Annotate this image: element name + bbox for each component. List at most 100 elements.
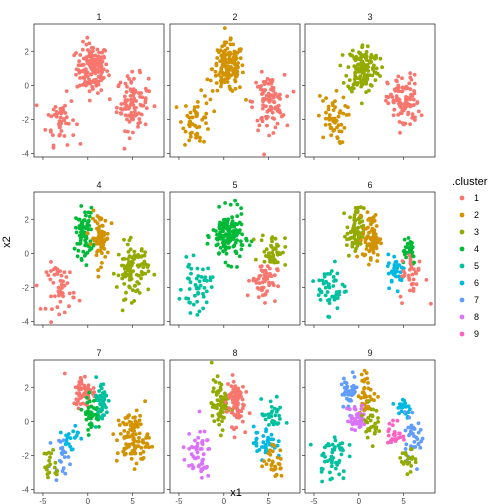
- point-cluster-7: [416, 421, 421, 426]
- point-cluster-3: [213, 380, 218, 384]
- y-tick-label: -2: [22, 451, 30, 460]
- point-cluster-2: [362, 395, 367, 400]
- point-cluster-1: [419, 113, 424, 118]
- point-cluster-1: [412, 72, 417, 77]
- point-cluster-2: [181, 126, 186, 131]
- point-cluster-2: [204, 101, 209, 106]
- point-cluster-1: [78, 402, 83, 406]
- point-cluster-5: [186, 276, 190, 281]
- point-cluster-1: [87, 41, 92, 46]
- point-cluster-1: [125, 117, 129, 122]
- point-cluster-1: [57, 312, 62, 317]
- point-cluster-1: [38, 307, 43, 311]
- point-cluster-4: [233, 240, 238, 245]
- point-cluster-2: [318, 94, 322, 98]
- point-cluster-2: [228, 50, 232, 55]
- point-cluster-8: [201, 452, 206, 457]
- point-cluster-6: [269, 432, 274, 437]
- point-cluster-1: [79, 377, 83, 382]
- point-cluster-1: [131, 93, 136, 98]
- point-cluster-5: [195, 266, 200, 271]
- legend-entry-7: 7: [459, 295, 479, 305]
- point-cluster-5: [101, 404, 105, 408]
- point-cluster-6: [264, 429, 268, 434]
- legend-entry-5: 5: [459, 261, 479, 271]
- point-cluster-1: [84, 42, 89, 47]
- point-cluster-1: [49, 130, 53, 134]
- point-cluster-4: [223, 260, 228, 265]
- point-cluster-3: [351, 86, 356, 91]
- point-cluster-1: [64, 121, 68, 126]
- point-cluster-4: [237, 254, 242, 259]
- point-cluster-2: [190, 130, 194, 135]
- point-cluster-1: [254, 80, 258, 85]
- point-cluster-5: [273, 406, 277, 411]
- point-cluster-2: [105, 231, 110, 236]
- point-cluster-7: [60, 452, 65, 456]
- point-cluster-5: [201, 306, 206, 311]
- point-cluster-1: [88, 79, 93, 84]
- point-cluster-1: [268, 272, 272, 276]
- legend-key: [459, 195, 465, 201]
- point-cluster-7: [66, 455, 71, 459]
- point-cluster-4: [97, 424, 101, 429]
- point-cluster-6: [395, 269, 399, 274]
- point-cluster-5: [334, 278, 338, 283]
- point-cluster-4: [234, 228, 239, 232]
- point-cluster-3: [127, 254, 132, 258]
- point-cluster-3: [342, 211, 346, 216]
- point-cluster-2: [138, 451, 143, 456]
- point-cluster-2: [229, 73, 234, 78]
- point-cluster-5: [105, 410, 109, 415]
- point-cluster-6: [386, 252, 391, 257]
- point-cluster-1: [138, 120, 143, 125]
- panel-border: [33, 23, 165, 158]
- point-cluster-8: [200, 439, 205, 443]
- point-cluster-3: [360, 235, 365, 239]
- point-cluster-1: [81, 39, 85, 44]
- point-cluster-5: [188, 280, 193, 285]
- point-cluster-5: [322, 272, 327, 276]
- point-cluster-1: [59, 120, 63, 124]
- point-cluster-6: [261, 440, 266, 445]
- point-cluster-3: [359, 205, 363, 210]
- point-cluster-1: [143, 98, 148, 103]
- point-cluster-8: [181, 445, 186, 450]
- legend-label: 8: [474, 312, 479, 322]
- point-cluster-3: [374, 408, 379, 413]
- point-cluster-6: [265, 439, 270, 443]
- point-cluster-1: [273, 299, 277, 303]
- point-cluster-2: [260, 464, 264, 469]
- point-cluster-2: [101, 241, 105, 246]
- point-cluster-1: [139, 112, 144, 117]
- point-cluster-1: [429, 301, 433, 306]
- point-cluster-1: [413, 270, 418, 274]
- y-tick-label: -2: [22, 283, 30, 292]
- point-cluster-9: [402, 437, 406, 442]
- point-cluster-2: [132, 467, 137, 471]
- point-cluster-1: [276, 284, 280, 289]
- point-cluster-1: [85, 48, 90, 52]
- point-cluster-1: [96, 54, 101, 59]
- point-cluster-1: [143, 122, 148, 127]
- point-cluster-3: [355, 210, 360, 215]
- point-cluster-3: [283, 236, 287, 241]
- point-cluster-3: [276, 244, 280, 248]
- facet-strip-label: 6: [367, 180, 372, 190]
- x-tick-label: -5: [310, 497, 318, 504]
- point-cluster-4: [247, 243, 252, 248]
- point-cluster-2: [143, 399, 148, 404]
- point-cluster-8: [200, 442, 205, 446]
- point-cluster-5: [186, 296, 191, 301]
- point-cluster-1: [396, 74, 401, 79]
- point-cluster-3: [403, 451, 408, 456]
- point-cluster-1: [236, 401, 240, 405]
- point-cluster-2: [228, 36, 233, 41]
- point-cluster-3: [366, 416, 371, 420]
- point-cluster-4: [80, 229, 84, 233]
- point-cluster-5: [334, 460, 338, 465]
- point-cluster-2: [138, 413, 143, 418]
- point-cluster-5: [204, 278, 209, 283]
- point-cluster-1: [405, 101, 410, 105]
- point-cluster-2: [241, 70, 245, 75]
